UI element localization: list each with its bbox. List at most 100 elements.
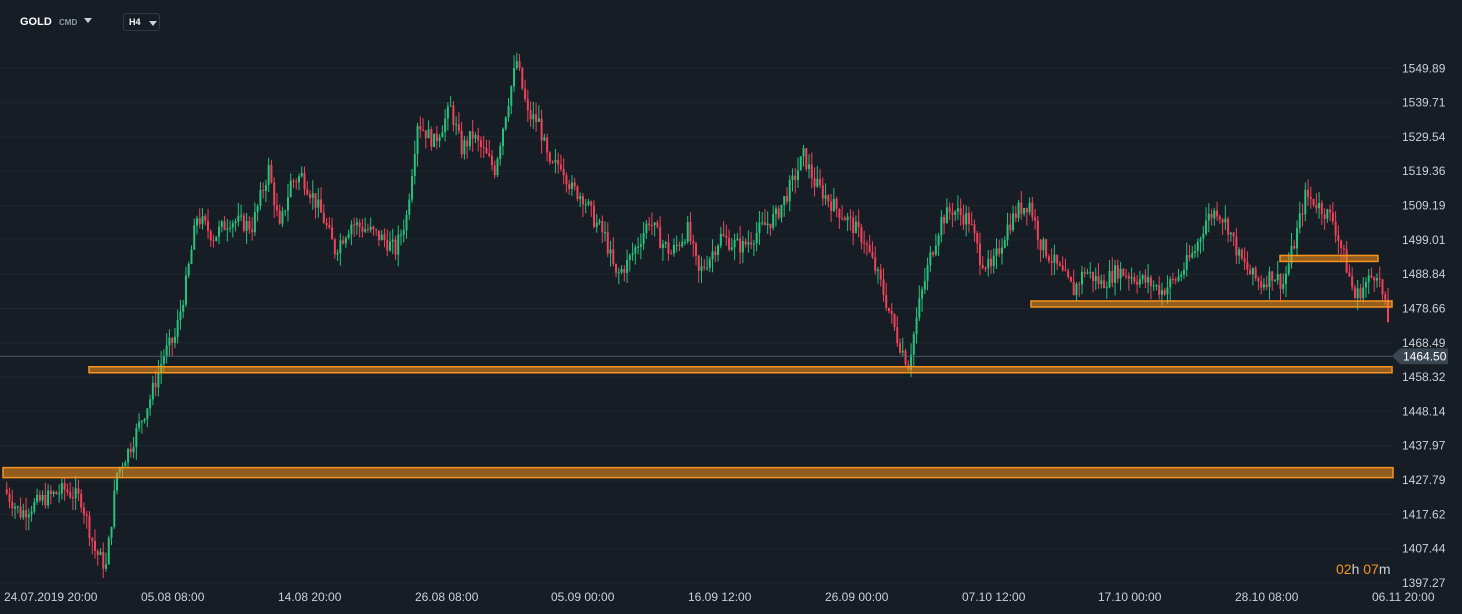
price-tick-label: 1458.32 bbox=[1402, 370, 1446, 384]
candle-body bbox=[195, 218, 198, 226]
candle-body bbox=[1020, 202, 1023, 214]
candle-body bbox=[333, 239, 336, 255]
candle-body bbox=[956, 208, 959, 212]
candle-body bbox=[33, 501, 36, 512]
candle-body bbox=[1221, 219, 1224, 223]
candle-body bbox=[951, 212, 954, 215]
candle-body bbox=[670, 253, 673, 255]
candle-body bbox=[910, 354, 913, 370]
candle-body bbox=[138, 421, 141, 429]
candle-body bbox=[967, 212, 970, 224]
symbol-dropdown-icon[interactable] bbox=[84, 18, 92, 23]
candle-body bbox=[281, 211, 284, 224]
candle-body bbox=[36, 494, 39, 502]
candle-body bbox=[1194, 251, 1197, 253]
candle-body bbox=[397, 234, 400, 255]
candle-body bbox=[929, 252, 932, 266]
candle-body bbox=[256, 205, 259, 212]
candle-body bbox=[1072, 281, 1075, 296]
candle-body bbox=[19, 506, 22, 518]
candle-body bbox=[444, 118, 447, 133]
candle-body bbox=[342, 240, 345, 244]
candle-body bbox=[1348, 272, 1351, 277]
candle-body bbox=[1036, 220, 1039, 240]
candle-body bbox=[433, 133, 436, 147]
candle-body bbox=[162, 355, 165, 365]
candle-body bbox=[672, 244, 675, 254]
candle-body bbox=[182, 304, 185, 312]
candle-body bbox=[965, 212, 968, 225]
candle-body bbox=[750, 242, 753, 245]
candle-body bbox=[441, 132, 444, 138]
price-tick-label: 1549.89 bbox=[1402, 61, 1446, 75]
symbol-selector[interactable]: GOLD bbox=[20, 16, 52, 28]
candle-body bbox=[400, 234, 403, 236]
candle-body bbox=[151, 382, 154, 400]
candle-body bbox=[769, 223, 772, 228]
candle-body bbox=[488, 153, 491, 156]
candle-body bbox=[1205, 220, 1208, 234]
candle-body bbox=[1061, 265, 1064, 271]
candle-body bbox=[1196, 241, 1199, 252]
candle-body bbox=[80, 493, 83, 508]
candle-body bbox=[794, 175, 797, 181]
candle-body bbox=[1141, 275, 1144, 280]
candle-body bbox=[380, 234, 383, 241]
candle-body bbox=[16, 506, 19, 508]
candle-body bbox=[595, 222, 598, 227]
price-tick-label: 1488.84 bbox=[1402, 267, 1446, 281]
candle-body bbox=[339, 240, 342, 254]
candle-body bbox=[570, 182, 573, 189]
candle-body bbox=[524, 88, 527, 100]
timeframe-dropdown-icon[interactable] bbox=[149, 21, 157, 26]
candle-body bbox=[311, 193, 314, 198]
candle-body bbox=[540, 118, 543, 141]
candle-body bbox=[1001, 247, 1004, 254]
candle-body bbox=[499, 146, 502, 160]
candle-body bbox=[744, 241, 747, 245]
candle-body bbox=[504, 117, 507, 129]
candle-body bbox=[1235, 236, 1238, 256]
candle-body bbox=[876, 269, 879, 272]
candle-body bbox=[579, 196, 582, 200]
time-tick-label: 28.10 08:00 bbox=[1235, 590, 1299, 604]
level-zone bbox=[2, 466, 1394, 479]
price-tick-label: 1417.62 bbox=[1402, 507, 1446, 521]
candle-body bbox=[554, 159, 557, 163]
candle-body bbox=[664, 242, 667, 244]
candle-body bbox=[209, 231, 212, 241]
candle-body bbox=[615, 263, 618, 273]
candle-body bbox=[275, 205, 278, 211]
candle-body bbox=[827, 195, 830, 202]
candle-body bbox=[11, 501, 14, 509]
candle-body bbox=[626, 259, 629, 273]
candle-body bbox=[797, 170, 800, 181]
candle-body bbox=[146, 408, 149, 419]
timeframe-label: H4 bbox=[129, 17, 141, 27]
candle-body bbox=[253, 211, 256, 233]
candle-body bbox=[513, 68, 516, 87]
timeframe-selector[interactable]: H4 bbox=[123, 13, 160, 31]
candle-body bbox=[857, 221, 860, 228]
candle-body bbox=[1378, 278, 1381, 280]
candle-body bbox=[314, 193, 317, 208]
candle-body bbox=[860, 227, 863, 243]
candle-body bbox=[284, 210, 287, 212]
candle-body bbox=[468, 131, 471, 147]
candle-body bbox=[25, 510, 28, 518]
candle-body bbox=[890, 311, 893, 315]
price-tick-label: 1529.54 bbox=[1402, 130, 1446, 144]
candle-body bbox=[220, 221, 223, 227]
candle-body bbox=[843, 218, 846, 221]
candle-body bbox=[1298, 213, 1301, 229]
candle-body bbox=[1296, 228, 1299, 249]
support-resistance-levels bbox=[2, 254, 1394, 479]
candle-body bbox=[901, 350, 904, 353]
candle-body bbox=[402, 230, 405, 235]
candle-body bbox=[725, 235, 728, 238]
candle-body bbox=[604, 232, 607, 234]
candle-body bbox=[695, 243, 697, 256]
candle-body bbox=[1188, 255, 1191, 258]
candle-body bbox=[1067, 270, 1070, 277]
